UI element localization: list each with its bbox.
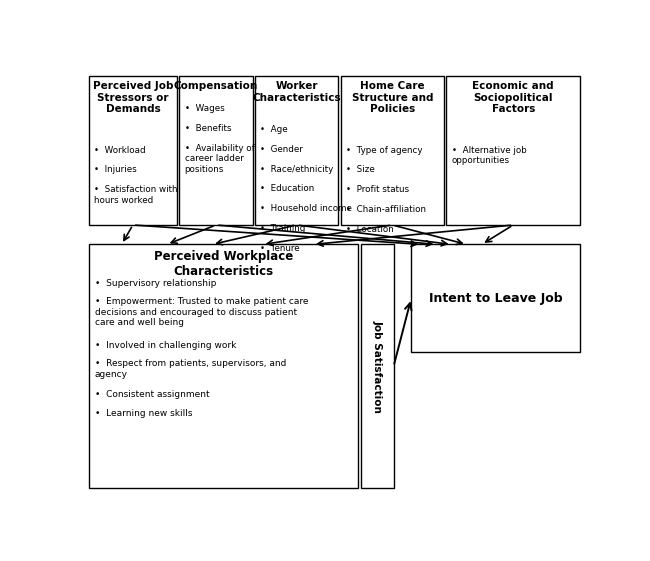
- Text: •  Alternative job
opportunities: • Alternative job opportunities: [452, 145, 526, 165]
- FancyBboxPatch shape: [255, 76, 338, 225]
- Text: •  Benefits: • Benefits: [185, 124, 231, 133]
- Text: •  Chain-affiliation: • Chain-affiliation: [346, 205, 426, 214]
- Text: •  Consistent assignment: • Consistent assignment: [95, 390, 209, 399]
- FancyBboxPatch shape: [179, 76, 252, 225]
- Text: Economic and
Sociopolitical
Factors: Economic and Sociopolitical Factors: [473, 81, 554, 114]
- Text: Compensation: Compensation: [174, 81, 258, 91]
- Text: •  Satisfaction with
hours worked: • Satisfaction with hours worked: [94, 185, 177, 205]
- Text: •  Supervisory relationship: • Supervisory relationship: [95, 279, 216, 288]
- FancyBboxPatch shape: [447, 76, 580, 225]
- Text: •  Involved in challenging work: • Involved in challenging work: [95, 341, 236, 350]
- Text: Perceived Job
Stressors or
Demands: Perceived Job Stressors or Demands: [93, 81, 173, 114]
- Text: •  Training: • Training: [260, 224, 306, 233]
- Text: •  Age: • Age: [260, 125, 288, 134]
- Text: •  Profit status: • Profit status: [346, 185, 409, 194]
- Text: •  Learning new skills: • Learning new skills: [95, 408, 192, 417]
- Text: •  Size: • Size: [346, 165, 374, 174]
- Text: •  Type of agency: • Type of agency: [346, 145, 422, 154]
- Text: Perceived Workplace
Characteristics: Perceived Workplace Characteristics: [154, 250, 293, 278]
- Text: •  Gender: • Gender: [260, 145, 303, 154]
- Text: •  Wages: • Wages: [185, 104, 224, 113]
- FancyBboxPatch shape: [89, 245, 358, 489]
- Text: •  Location: • Location: [346, 225, 393, 234]
- Text: •  Household income: • Household income: [260, 204, 352, 213]
- FancyBboxPatch shape: [361, 245, 394, 489]
- FancyBboxPatch shape: [411, 245, 580, 352]
- Text: •  Respect from patients, supervisors, and
agency: • Respect from patients, supervisors, an…: [95, 360, 286, 379]
- Text: •  Workload: • Workload: [94, 145, 146, 154]
- FancyBboxPatch shape: [341, 76, 444, 225]
- Text: Intent to Leave Job: Intent to Leave Job: [429, 292, 562, 305]
- Text: Home Care
Structure and
Policies: Home Care Structure and Policies: [352, 81, 433, 114]
- Text: Worker
Characteristics: Worker Characteristics: [252, 81, 341, 103]
- Text: •  Injuries: • Injuries: [94, 165, 136, 174]
- FancyBboxPatch shape: [89, 76, 177, 225]
- Text: •  Empowerment: Trusted to make patient care
decisions and encouraged to discuss: • Empowerment: Trusted to make patient c…: [95, 297, 308, 327]
- Text: •  Education: • Education: [260, 185, 315, 194]
- Text: •  Race/ethnicity: • Race/ethnicity: [260, 164, 333, 173]
- Text: Job Satisfaction: Job Satisfaction: [372, 320, 382, 413]
- Text: •  Tenure: • Tenure: [260, 244, 300, 253]
- Text: •  Availability of
career ladder
positions: • Availability of career ladder position…: [185, 144, 254, 173]
